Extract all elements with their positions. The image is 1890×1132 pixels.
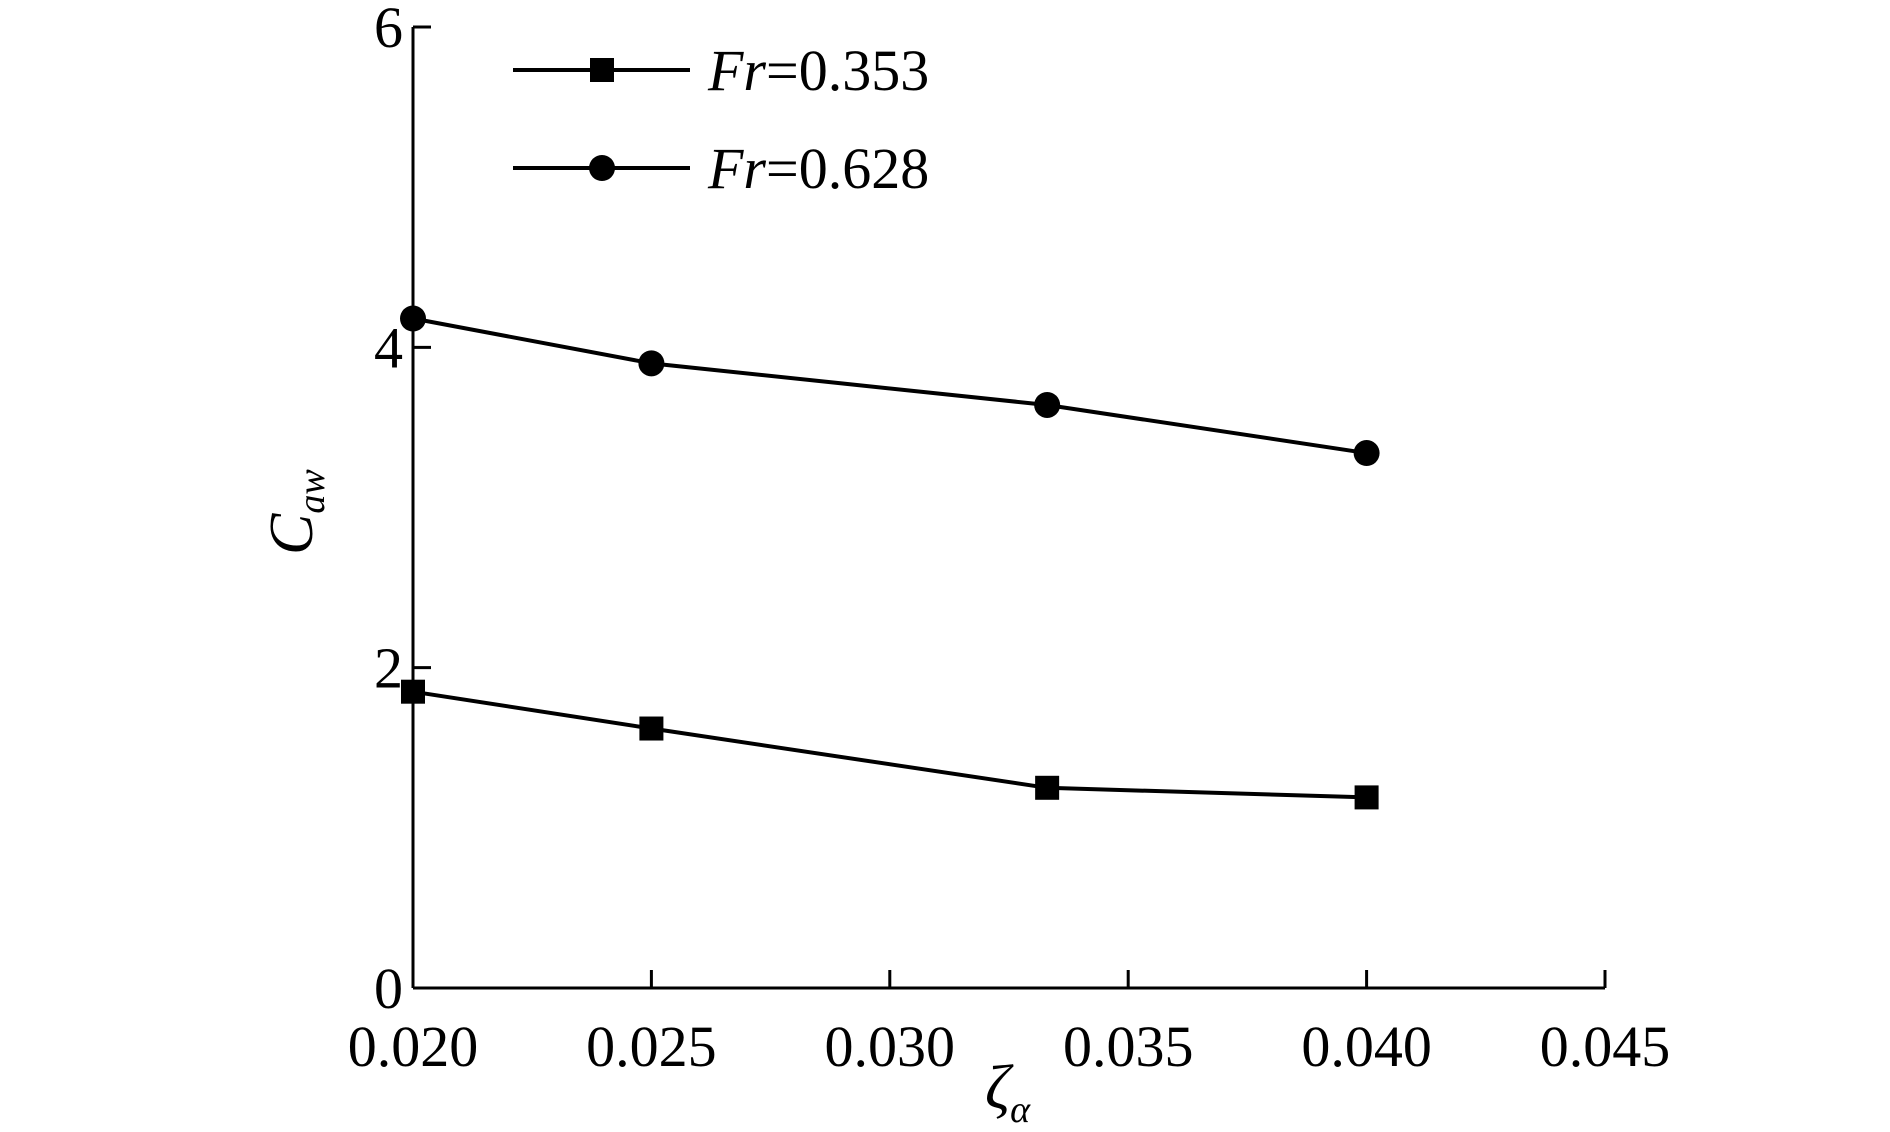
y-axis-title: Caw — [258, 469, 333, 555]
x-tick-label: 0.025 — [586, 1014, 717, 1079]
data-point-circle — [1034, 391, 1061, 418]
y-tick-label: 2 — [374, 636, 403, 701]
data-point-square — [1035, 775, 1060, 800]
axes — [411, 27, 1605, 990]
legend-label-value: =0.353 — [766, 38, 929, 103]
x-axis-title: ζα — [985, 1054, 1031, 1131]
plot-series — [400, 305, 1380, 810]
series-line — [412, 689, 1367, 800]
y-axis-title-main: C — [258, 513, 326, 555]
x-tick-label: 0.040 — [1301, 1014, 1432, 1079]
data-point-square — [401, 679, 425, 704]
series-line — [412, 316, 1367, 456]
legend-item-2: Fr=0.628 — [513, 136, 929, 201]
series-1 — [401, 679, 1379, 810]
x-tick-label: 0.045 — [1540, 1014, 1671, 1079]
legend-marker-square — [590, 58, 614, 82]
series-2 — [400, 305, 1380, 467]
y-tick-label: 0 — [374, 956, 403, 1021]
x-axis-title-sub: α — [1010, 1089, 1031, 1131]
x-axis-ticks: 0.020 0.025 0.030 0.035 0.040 0.045 — [348, 970, 1671, 1079]
y-tick-label: 4 — [374, 315, 403, 380]
x-tick-label: 0.030 — [825, 1014, 956, 1079]
data-point-circle — [638, 350, 665, 377]
legend-label-var: Fr — [707, 136, 766, 201]
data-point-circle — [1353, 440, 1380, 467]
data-point-circle — [400, 305, 426, 332]
y-axis-ticks: 0 2 4 6 — [374, 0, 431, 1021]
legend-item-1: Fr=0.353 — [513, 38, 929, 103]
legend-label: Fr=0.353 — [707, 38, 929, 103]
legend-marker-circle — [589, 155, 615, 181]
data-point-square — [1354, 785, 1379, 810]
data-point-square — [639, 716, 664, 741]
x-tick-label: 0.020 — [348, 1014, 479, 1079]
legend-label-value: =0.628 — [766, 136, 929, 201]
x-tick-label: 0.035 — [1063, 1014, 1194, 1079]
legend-label-var: Fr — [707, 38, 766, 103]
y-tick-label: 6 — [374, 0, 403, 60]
y-axis-title-sub: aw — [291, 469, 333, 514]
x-axis-title-main: ζ — [985, 1054, 1014, 1122]
legend-label: Fr=0.628 — [707, 136, 929, 201]
